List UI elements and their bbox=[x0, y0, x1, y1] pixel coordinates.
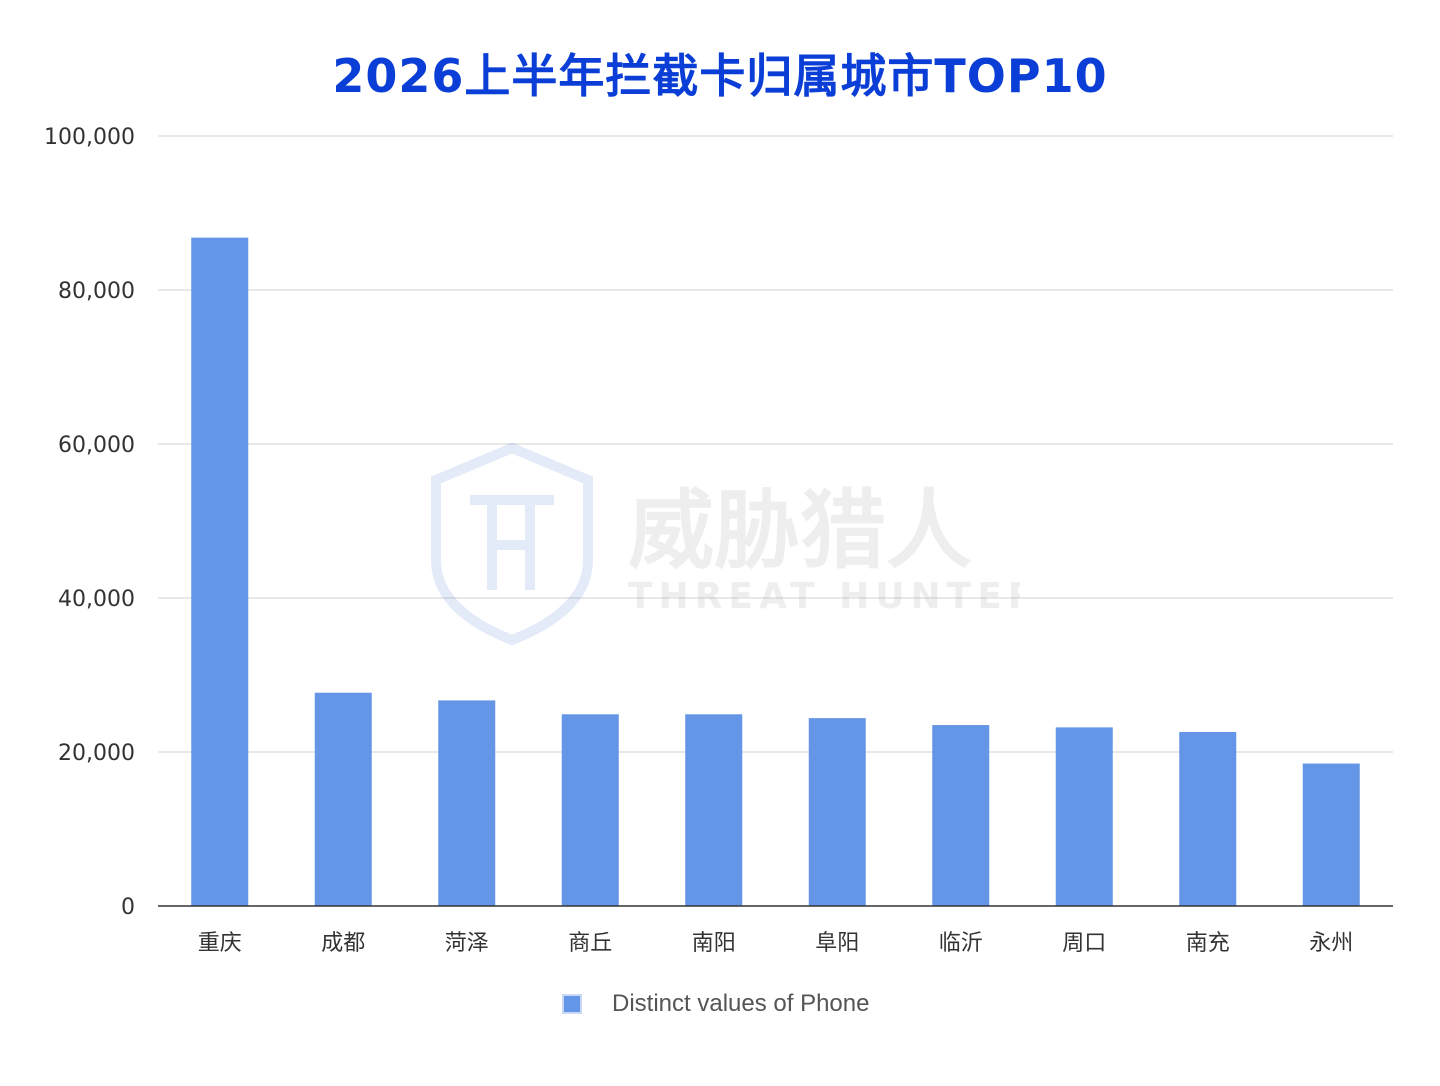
legend-label: Distinct values of Phone bbox=[612, 990, 870, 1017]
bar[interactable] bbox=[191, 237, 249, 906]
x-tick-label: 菏泽 bbox=[445, 931, 489, 956]
bar[interactable] bbox=[314, 692, 372, 906]
x-tick-label: 阜阳 bbox=[815, 931, 859, 956]
bar[interactable] bbox=[808, 718, 866, 906]
y-tick-label: 80,000 bbox=[58, 279, 135, 304]
bar[interactable] bbox=[1302, 763, 1360, 906]
chart-title: 2026上半年拦截卡归属城市TOP10 bbox=[332, 49, 1108, 103]
x-tick-label: 临沂 bbox=[939, 931, 983, 956]
x-tick-label: 永州 bbox=[1309, 931, 1353, 956]
y-tick-label: 60,000 bbox=[58, 433, 135, 458]
x-axis-labels: 重庆 成都 菏泽 商丘 南阳 阜阳 临沂 周口 南充 永州 bbox=[198, 931, 1354, 956]
bar[interactable] bbox=[932, 725, 990, 906]
bar[interactable] bbox=[1179, 731, 1237, 906]
y-tick-label: 40,000 bbox=[58, 587, 135, 612]
bar[interactable] bbox=[561, 714, 619, 906]
y-tick-label: 100,000 bbox=[44, 125, 135, 150]
x-tick-label: 南阳 bbox=[692, 931, 736, 956]
x-tick-label: 重庆 bbox=[198, 931, 242, 956]
x-tick-label: 商丘 bbox=[568, 931, 612, 956]
grid-lines bbox=[158, 135, 1393, 753]
x-tick-label: 南充 bbox=[1186, 931, 1230, 956]
y-tick-label: 20,000 bbox=[58, 741, 135, 766]
y-tick-label: 0 bbox=[121, 895, 135, 920]
x-tick-label: 成都 bbox=[321, 931, 365, 956]
legend[interactable]: Distinct values of Phone bbox=[562, 988, 869, 1020]
bar[interactable] bbox=[685, 714, 743, 906]
bar[interactable] bbox=[1055, 727, 1113, 906]
bars bbox=[191, 237, 1360, 906]
legend-swatch bbox=[562, 994, 582, 1014]
bar[interactable] bbox=[438, 700, 496, 906]
y-axis-ticks: 0 20,000 40,000 60,000 80,000 100,000 bbox=[44, 125, 135, 920]
x-tick-label: 周口 bbox=[1062, 931, 1106, 956]
